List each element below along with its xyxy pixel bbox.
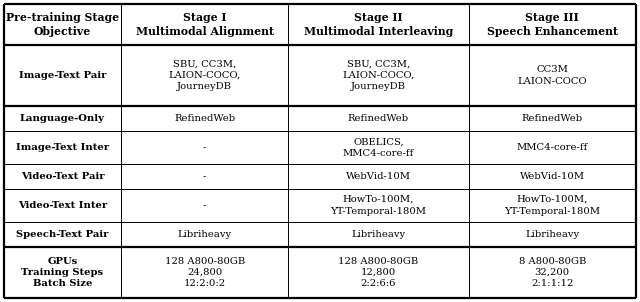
Text: WebVid-10M: WebVid-10M <box>520 172 585 181</box>
Text: Libriheavy: Libriheavy <box>351 230 406 239</box>
Text: Language-Only: Language-Only <box>20 114 105 123</box>
Text: RefinedWeb: RefinedWeb <box>522 114 583 123</box>
Text: CC3M
LAION-COCO: CC3M LAION-COCO <box>518 65 587 86</box>
Text: 128 A800-80GB
24,800
12:2:0:2: 128 A800-80GB 24,800 12:2:0:2 <box>164 257 244 288</box>
Text: RefinedWeb: RefinedWeb <box>348 114 409 123</box>
Text: Video-Text Inter: Video-Text Inter <box>18 201 107 210</box>
Text: Speech-Text Pair: Speech-Text Pair <box>16 230 109 239</box>
Text: SBU, CC3M,
LAION-COCO,
JourneyDB: SBU, CC3M, LAION-COCO, JourneyDB <box>168 59 241 92</box>
Text: OBELICS,
MMC4-core-ff: OBELICS, MMC4-core-ff <box>343 137 414 158</box>
Text: -: - <box>203 172 206 181</box>
Text: 8 A800-80GB
32,200
2:1:1:12: 8 A800-80GB 32,200 2:1:1:12 <box>518 257 586 288</box>
Text: Video-Text Pair: Video-Text Pair <box>20 172 104 181</box>
Text: Stage I
Multimodal Alignment: Stage I Multimodal Alignment <box>136 12 274 37</box>
Text: Libriheavy: Libriheavy <box>177 230 232 239</box>
Text: Image-Text Inter: Image-Text Inter <box>16 143 109 152</box>
Text: Stage III
Speech Enhancement: Stage III Speech Enhancement <box>487 12 618 37</box>
Text: HowTo-100M,
YT-Temporal-180M: HowTo-100M, YT-Temporal-180M <box>504 195 600 216</box>
Text: MMC4-core-ff: MMC4-core-ff <box>516 143 588 152</box>
Text: Image-Text Pair: Image-Text Pair <box>19 71 106 80</box>
Text: SBU, CC3M,
LAION-COCO,
JourneyDB: SBU, CC3M, LAION-COCO, JourneyDB <box>342 59 415 92</box>
Text: 128 A800-80GB
12,800
2:2:6:6: 128 A800-80GB 12,800 2:2:6:6 <box>339 257 419 288</box>
Text: -: - <box>203 143 206 152</box>
Text: HowTo-100M,
YT-Temporal-180M: HowTo-100M, YT-Temporal-180M <box>330 195 426 216</box>
Text: RefinedWeb: RefinedWeb <box>174 114 236 123</box>
Text: Libriheavy: Libriheavy <box>525 230 579 239</box>
Text: Stage II
Multimodal Interleaving: Stage II Multimodal Interleaving <box>304 12 453 37</box>
Text: GPUs
Training Steps
Batch Size: GPUs Training Steps Batch Size <box>21 257 104 288</box>
Text: WebVid-10M: WebVid-10M <box>346 172 411 181</box>
Text: -: - <box>203 201 206 210</box>
Text: Pre-training Stage
Objective: Pre-training Stage Objective <box>6 12 119 37</box>
